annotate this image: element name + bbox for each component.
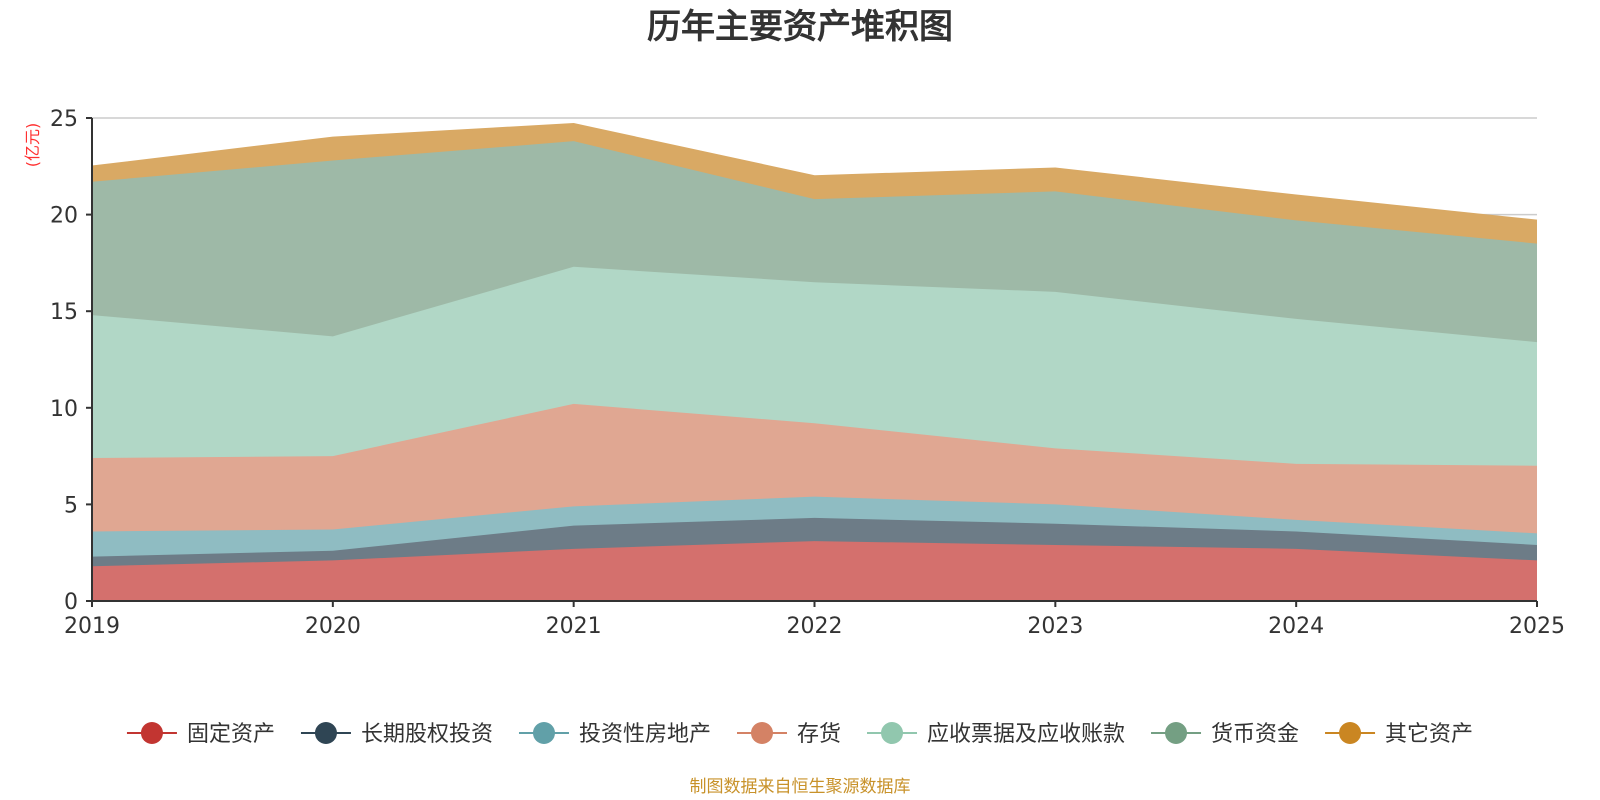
legend-label: 其它资产 <box>1385 722 1473 747</box>
area-长期股权投资 <box>92 517 1537 567</box>
x-tick-label: 2021 <box>546 614 602 639</box>
x-tick-label: 2024 <box>1268 614 1324 639</box>
legend-marker <box>1339 722 1362 744</box>
legend-item-长期股权投资[interactable]: 长期股权投资 <box>300 722 493 747</box>
area-edge-其它资产 <box>91 123 1538 222</box>
x-tick-label: 2022 <box>787 614 843 639</box>
y-tick-label: 5 <box>64 493 78 518</box>
legend-label: 投资性房地产 <box>579 722 711 747</box>
legend-item-货币资金[interactable]: 货币资金 <box>1151 722 1299 747</box>
legend-item-应收票据及应收账款[interactable]: 应收票据及应收账款 <box>867 722 1125 747</box>
legend-item-其它资产[interactable]: 其它资产 <box>1325 722 1473 747</box>
y-tick-label: 20 <box>50 204 78 229</box>
legend-item-存货[interactable]: 存货 <box>736 722 841 747</box>
area-存货 <box>92 403 1537 534</box>
source-note: 制图数据来自恒生聚源数据库 <box>690 777 911 797</box>
legend-marker <box>140 722 163 744</box>
legend-label: 应收票据及应收账款 <box>927 722 1125 747</box>
y-axis-unit-label: (亿元) <box>23 123 42 168</box>
legend-label: 存货 <box>797 722 841 747</box>
y-tick-label: 25 <box>50 107 78 132</box>
area-应收票据及应收账款 <box>92 266 1537 466</box>
x-tick-label: 2019 <box>64 614 120 639</box>
x-tick-label: 2020 <box>305 614 361 639</box>
y-tick-label: 10 <box>50 397 78 422</box>
legend-label: 货币资金 <box>1211 722 1299 747</box>
y-tick-label: 15 <box>50 300 78 325</box>
legend[interactable]: 固定资产 长期股权投资 投资性房地产 存货 应收票据及应收账款 货币资金 其它资产 <box>126 722 1473 747</box>
legend-marker <box>1165 722 1188 744</box>
legend-item-投资性房地产[interactable]: 投资性房地产 <box>518 722 711 747</box>
legend-marker <box>532 722 555 744</box>
chart-title: 历年主要资产堆积图 <box>647 7 953 47</box>
area-series-layer <box>91 123 1538 601</box>
legend-label: 固定资产 <box>187 722 275 747</box>
legend-marker <box>750 722 773 744</box>
area-货币资金 <box>92 141 1537 343</box>
legend-marker <box>314 722 337 744</box>
legend-label: 长期股权投资 <box>361 722 493 747</box>
legend-marker <box>881 722 904 744</box>
area-固定资产 <box>92 541 1537 601</box>
legend-item-固定资产[interactable]: 固定资产 <box>126 722 275 747</box>
x-tick-label: 2025 <box>1509 614 1565 639</box>
area-投资性房地产 <box>92 496 1537 557</box>
y-tick-label: 0 <box>64 590 78 615</box>
area-其它资产 <box>92 123 1537 244</box>
x-tick-label: 2023 <box>1027 614 1083 639</box>
